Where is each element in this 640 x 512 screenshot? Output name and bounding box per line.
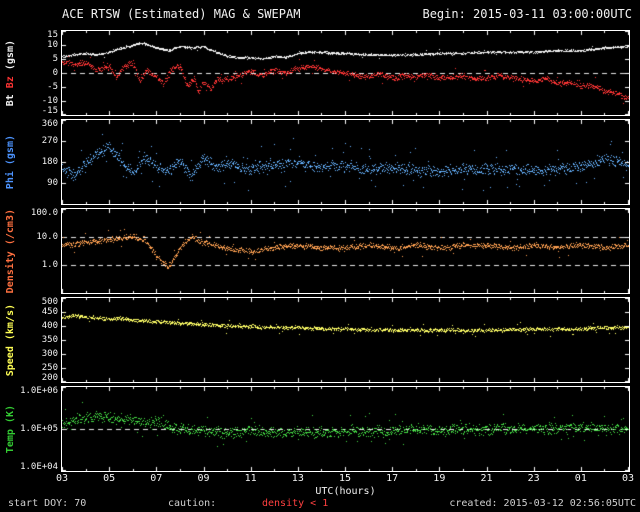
x-tick-label: 23 (527, 473, 540, 484)
plot-title: ACE RTSW (Estimated) MAG & SWEPAM (62, 7, 301, 21)
x-tick-label: 03 (55, 473, 69, 484)
panel-temp (61, 386, 630, 472)
temp-plot-canvas (62, 387, 629, 471)
axis-label-part: Bz (4, 76, 16, 89)
y-tick-label: 100.0 (30, 208, 58, 218)
x-axis: 03 05 07 09 11 13 15 17 19 21 23 01 03 (0, 473, 640, 485)
axis-label-part: Density (4, 251, 16, 294)
y-tick-label: 5 (52, 54, 58, 64)
y-tick-label: 90 (47, 178, 58, 188)
begin-timestamp: Begin: 2015-03-11 03:00:00UTC (422, 7, 632, 21)
y-tick-label: 10.0 (36, 232, 58, 242)
y-tick-label: -10 (41, 96, 58, 106)
axis-label-part: (gsm) (4, 39, 16, 70)
y-tick-label: 10 (47, 40, 58, 50)
axis-label-part: (km/s) (4, 303, 16, 340)
y-tick-label: -15 (41, 106, 58, 116)
x-tick-label: 21 (480, 473, 493, 484)
caution-value: density < 1 (262, 498, 329, 509)
y-tick-label: -5 (47, 82, 58, 92)
y-tick-label: 180 (41, 157, 58, 167)
panel-density (61, 208, 630, 294)
speed-plot-canvas (62, 298, 629, 382)
panel-speed (61, 297, 630, 383)
axis-label-part: (K) (4, 404, 16, 423)
panel-phi (61, 119, 630, 205)
y-tick-label: 300 (41, 349, 58, 359)
start-doy: start DOY: 70 (8, 498, 87, 509)
y-tick-label: 500 (41, 297, 58, 307)
axis-label-part: Speed (4, 346, 16, 377)
caution-label: caution: (168, 498, 217, 509)
bt-bz-axis-label: Bt Bz (gsm) (2, 30, 18, 116)
density-plot-canvas (62, 209, 629, 293)
y-tick-label: 250 (41, 363, 58, 373)
axis-label-part: Bt (4, 94, 16, 107)
y-tick-label: 200 (41, 373, 58, 383)
x-tick-label: 19 (433, 473, 446, 484)
created-timestamp: created: 2015-03-12 02:56:05UTC (449, 498, 636, 509)
y-tick-label: 400 (41, 321, 58, 331)
speed-axis-label: Speed (km/s) (2, 297, 18, 383)
axis-label-part: Phi (4, 171, 16, 190)
phi-plot-canvas (62, 120, 629, 204)
y-tick-label: 360 (41, 119, 58, 129)
panel-bt-bz (61, 30, 630, 116)
x-tick-label: 07 (150, 473, 163, 484)
bt-bz-plot-canvas (62, 31, 629, 115)
x-tick-label: 15 (338, 473, 352, 484)
y-tick-label: 15 (47, 30, 58, 40)
x-tick-label: 13 (291, 473, 304, 484)
axis-label-part: (gsm) (4, 134, 16, 165)
y-tick-label: 450 (41, 307, 58, 317)
y-tick-label: 350 (41, 335, 58, 345)
x-tick-label: 01 (574, 473, 587, 484)
y-tick-label: 1.0E+05 (20, 424, 58, 434)
y-tick-label: 270 (41, 136, 58, 146)
x-axis-title: UTC(hours) (315, 486, 376, 497)
x-tick-label: 17 (386, 473, 399, 484)
phi-axis-label: Phi (gsm) (2, 119, 18, 205)
y-tick-label: 0 (52, 68, 58, 78)
temp-axis-label: Temp (K) (2, 386, 18, 472)
x-tick-label: 11 (244, 473, 257, 484)
axis-label-part: (/cm3) (4, 208, 16, 245)
y-tick-label: 1.0E+06 (20, 386, 58, 396)
x-tick-label: 03 (621, 473, 635, 484)
axis-label-part: Temp (4, 429, 16, 454)
x-tick-label: 09 (197, 473, 210, 484)
y-tick-label: 1.0E+04 (20, 462, 58, 472)
y-tick-label: 1.0 (41, 260, 58, 270)
x-tick-label: 05 (103, 473, 116, 484)
density-axis-label: Density (/cm3) (2, 208, 18, 294)
